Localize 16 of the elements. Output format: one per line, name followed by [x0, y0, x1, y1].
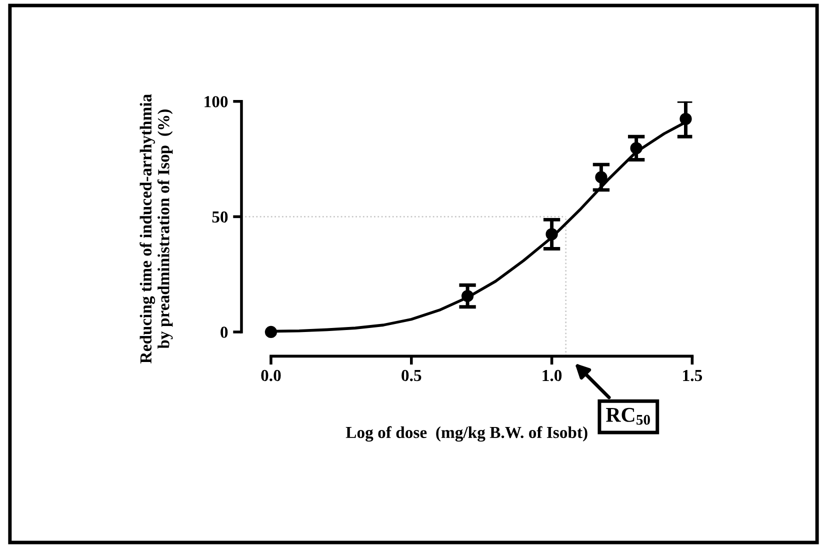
- x-tick-label: 0.5: [402, 370, 422, 382]
- point: [680, 112, 692, 125]
- text: RC$_{50}$: [606, 408, 650, 425]
- y-tick-label: 50: [212, 211, 228, 223]
- x-tick-label: 1.5: [683, 370, 702, 382]
- y-axis-title: Reducing time of induced-arrhythmia by preadministration of Isop (%): [140, 94, 173, 364]
- point: [595, 171, 608, 184]
- point: [630, 142, 642, 154]
- x-tick-label: 0.0: [261, 370, 281, 382]
- point: [264, 326, 278, 338]
- point: [461, 290, 474, 302]
- point: [546, 228, 558, 240]
- x-axis-title: Log of dose (mg/kg B.W. of Isobt): [346, 426, 588, 442]
- y-tick-label: 100: [204, 96, 228, 108]
- x-tick-label: 1.0: [542, 370, 562, 382]
- y-tick-label: 0: [220, 326, 228, 338]
